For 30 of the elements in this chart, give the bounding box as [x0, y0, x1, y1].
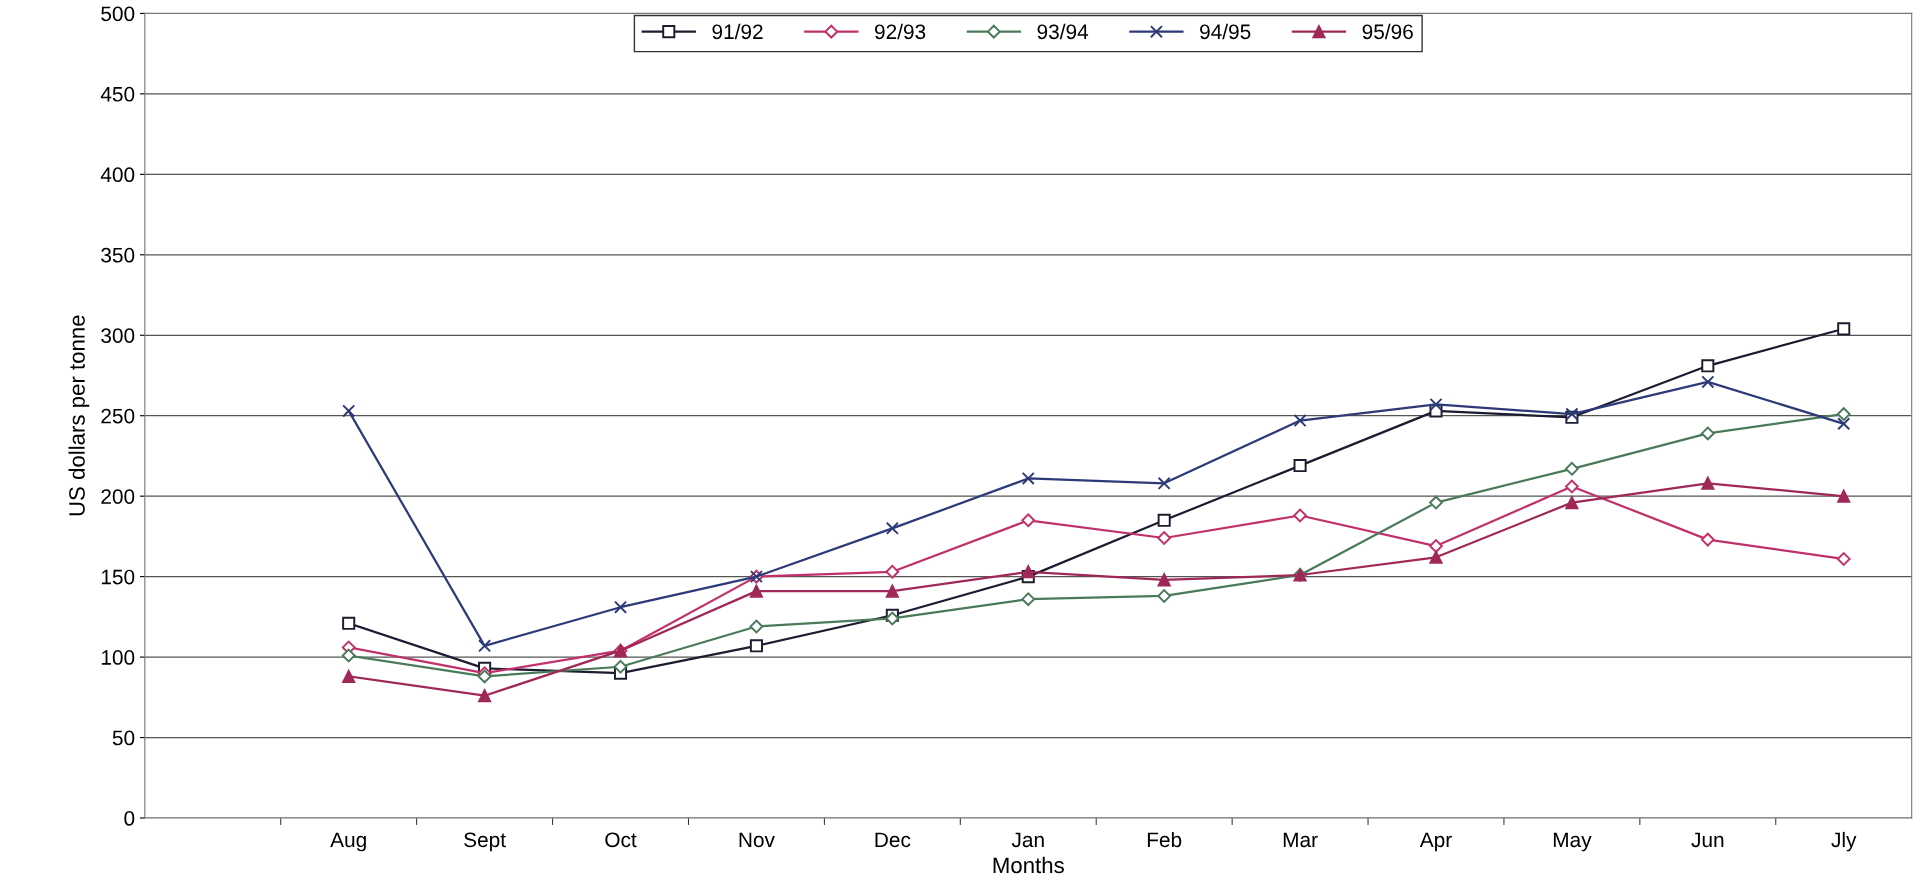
y-tick-label: 350 — [101, 247, 135, 263]
x-tick-label: Jun — [1691, 832, 1724, 848]
legend-label: 93/94 — [1037, 23, 1089, 40]
x-tick-label: Sept — [464, 832, 506, 852]
y-tick-label: 500 — [101, 6, 135, 22]
y-tick-label: 300 — [101, 328, 135, 343]
y-tick-label: 250 — [101, 408, 135, 424]
x-tick-label: Feb — [1147, 831, 1182, 848]
y-tick-label: 200 — [101, 489, 135, 504]
y-tick-label: 100 — [101, 650, 135, 665]
x-tick-label: Nov — [739, 832, 775, 848]
x-tick-label: Apr — [1419, 832, 1452, 852]
y-tick-label: 400 — [100, 167, 135, 183]
x-tick-label: May — [1553, 832, 1592, 852]
legend-label: 92/93 — [875, 23, 926, 40]
y-axis-title: US dollars per tonne — [68, 315, 90, 516]
y-tick-label: 150 — [101, 569, 135, 585]
x-tick-label: Oct — [605, 832, 637, 848]
x-tick-label: Dec — [875, 832, 911, 848]
legend-label: 94/95 — [1200, 23, 1251, 40]
x-axis-title: Months — [993, 856, 1064, 874]
x-tick-label: Aug — [330, 832, 366, 852]
legend-label: 91/92 — [712, 23, 763, 40]
y-tick-label: 0 — [124, 811, 135, 826]
x-tick-label: Mar — [1283, 832, 1318, 848]
y-tick-label: 450 — [100, 86, 135, 102]
y-tick-label: 50 — [112, 730, 135, 746]
x-tick-label: Jan — [1011, 832, 1044, 848]
x-tick-label: Jly — [1831, 831, 1857, 852]
legend-label: 95/96 — [1362, 23, 1413, 40]
